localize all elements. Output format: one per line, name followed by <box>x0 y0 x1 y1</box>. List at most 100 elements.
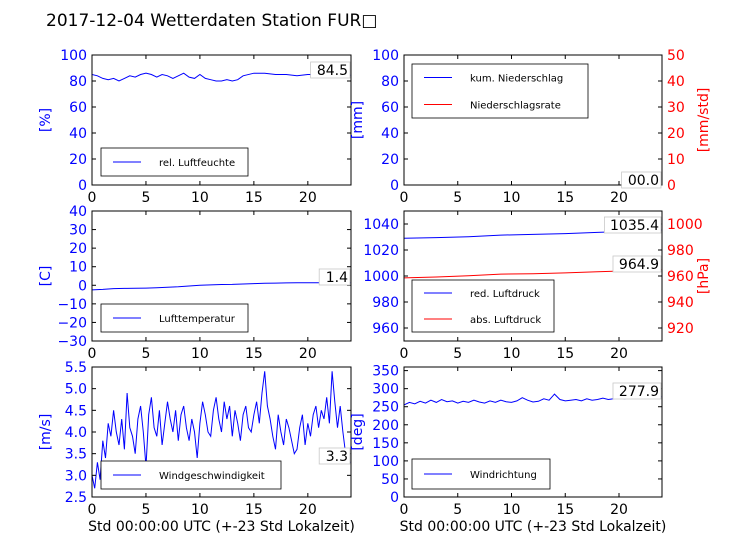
y-right-tick-label: 50 <box>667 48 685 64</box>
legend-box <box>411 63 589 119</box>
x-tick-label: 0 <box>88 190 97 206</box>
figure-title: 2017-12-04 Wetterdaten Station FUR□ <box>46 11 377 31</box>
y-axis-label: [%] <box>38 108 54 132</box>
series-group <box>92 371 351 489</box>
y-tick-label: 250 <box>372 400 399 416</box>
y-tick-label: 60 <box>69 100 87 116</box>
y-tick-label: 960 <box>372 321 399 337</box>
y-tick-label: 0 <box>390 490 399 506</box>
y-tick-label: 0 <box>390 178 399 194</box>
x-tick-label: 0 <box>88 346 97 362</box>
series-group <box>92 282 351 291</box>
legend-label: rel. Luftfeuchte <box>159 158 235 169</box>
y-tick-label: 100 <box>60 48 87 64</box>
x-tick-label: 5 <box>453 190 462 206</box>
legend-box <box>100 147 249 177</box>
x-tick-label: 20 <box>299 190 317 206</box>
y-tick-label: −30 <box>57 334 87 350</box>
y-tick-label: 0 <box>78 278 87 294</box>
y-tick-label: 300 <box>372 382 399 398</box>
value-label: 84.5 <box>317 63 348 79</box>
x-tick-label: 15 <box>245 346 263 362</box>
y-right-axis-label: [mm/std] <box>696 88 712 153</box>
y-tick-label: 350 <box>372 364 399 380</box>
value-label: 1.4 <box>326 270 348 286</box>
y-tick-label: 30 <box>69 223 87 239</box>
y-tick-label: 200 <box>372 418 399 434</box>
x-tick-label: 10 <box>503 502 521 518</box>
x-tick-label: 5 <box>141 502 150 518</box>
x-tick-label: 5 <box>141 346 150 362</box>
y-tick-label: 40 <box>69 126 87 142</box>
x-tick-label: 20 <box>299 346 317 362</box>
x-tick-label: 15 <box>556 346 574 362</box>
y-tick-label: 60 <box>381 100 399 116</box>
x-tick-label: 10 <box>191 190 209 206</box>
x-tick-label: 20 <box>299 502 317 518</box>
y-right-tick-label: 30 <box>667 100 685 116</box>
x-tick-label: 20 <box>610 502 628 518</box>
y-tick-label: 1020 <box>363 243 399 259</box>
y-right-tick-label: 10 <box>667 152 685 168</box>
value-label: 964.9 <box>619 257 659 273</box>
series-line-1 <box>92 371 351 489</box>
series-line-1 <box>92 72 351 82</box>
legend-label: kum. Niederschlag <box>470 74 563 85</box>
value-label-box <box>612 382 662 400</box>
y-axis-label: [mm] <box>350 101 366 139</box>
x-tick-label: 20 <box>610 190 628 206</box>
x-tick-label: 20 <box>610 346 628 362</box>
x-axis-label: Std 00:00:00 UTC (+-23 Std Lokalzeit) <box>400 519 667 535</box>
x-tick-label: 10 <box>191 502 209 518</box>
legend-label: red. Luftdruck <box>470 289 540 300</box>
y-tick-label: 4.0 <box>65 425 87 441</box>
y-tick-label: 50 <box>381 472 399 488</box>
y-right-tick-label: 0 <box>667 178 676 194</box>
x-tick-label: 15 <box>556 502 574 518</box>
value-label: 3.3 <box>326 449 348 465</box>
value-label: 00.0 <box>628 173 659 189</box>
value-label: 277.9 <box>619 384 659 400</box>
x-tick-label: 10 <box>191 346 209 362</box>
y-right-tick-label: 40 <box>667 74 685 90</box>
y-tick-label: 4.5 <box>65 403 87 419</box>
x-tick-label: 0 <box>400 502 409 518</box>
legend-label: Lufttemperatur <box>159 314 236 325</box>
x-tick-label: 0 <box>400 190 409 206</box>
value-label-box <box>318 268 351 286</box>
legend-label: Niederschlagsrate <box>470 101 561 112</box>
y-right-tick-label: 20 <box>667 126 685 142</box>
y-tick-label: 80 <box>69 74 87 90</box>
plot-frame <box>91 54 352 186</box>
y-axis-label: [m/s] <box>38 414 54 451</box>
y-tick-label: 980 <box>372 295 399 311</box>
y-right-tick-label: 940 <box>667 295 694 311</box>
y-tick-label: 40 <box>69 204 87 220</box>
panel-precipitation: 0 5 10 15 20 0 20 40 60 80 100 0 10 20 30 40 50 [mm] [mm/s… <box>350 48 712 206</box>
y-tick-label: 2.5 <box>65 490 87 506</box>
x-tick-label: 0 <box>88 502 97 518</box>
y-tick-label: −10 <box>57 297 87 313</box>
x-axis-label: Std 00:00:00 UTC (+-23 Std Lokalzeit) <box>88 519 355 535</box>
y-tick-label: 20 <box>69 152 87 168</box>
y-tick-label: 0 <box>78 178 87 194</box>
legend-label: Windrichtung <box>470 470 537 481</box>
y-tick-label: 5.5 <box>65 360 87 376</box>
y-tick-label: 3.0 <box>65 468 87 484</box>
series-line-1 <box>92 282 351 291</box>
value-label-box <box>310 61 351 79</box>
y-tick-label: 20 <box>381 152 399 168</box>
y-tick-label: 150 <box>372 436 399 452</box>
y-tick-label: 40 <box>381 126 399 142</box>
panel-wind-speed: 0 5 10 15 20 2.5 3.0 3.5 4.0 4.5 5.0 5.5 [m/s] Std 00… <box>38 360 355 535</box>
y-axis-label: [deg] <box>350 413 366 450</box>
y-right-tick-label: 1000 <box>667 217 703 233</box>
y-tick-label: 3.5 <box>65 447 87 463</box>
y-tick-label: 100 <box>372 48 399 64</box>
legend-label: abs. Luftdruck <box>470 315 541 326</box>
y-axis-label: [C] <box>38 266 54 287</box>
panel-humidity: 0 5 10 15 20 0 20 40 60 80 100 [%] 84.5 rel. Luftfeuc… <box>38 48 352 206</box>
legend-label: Windgeschwindigkeit <box>159 471 265 482</box>
